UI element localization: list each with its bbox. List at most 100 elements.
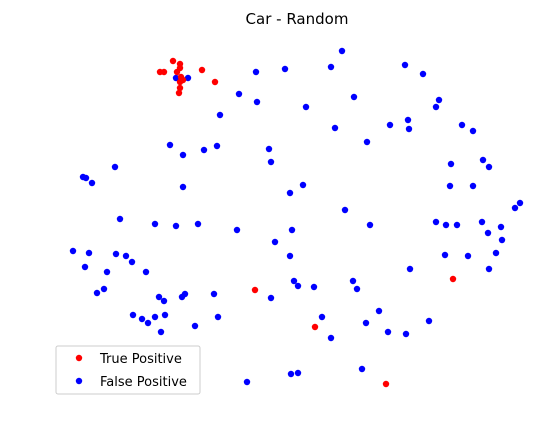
point-false-positive-34 — [88, 179, 96, 187]
point-false-positive-51 — [442, 221, 450, 229]
point-false-positive-5 — [252, 68, 260, 76]
point-false-positive-24 — [200, 146, 208, 154]
point-false-positive-6 — [172, 74, 180, 82]
point-false-positive-14 — [216, 111, 224, 119]
point-false-positive-69 — [492, 249, 500, 257]
point-false-positive-42 — [341, 206, 349, 214]
point-false-positive-1 — [401, 61, 409, 69]
point-false-positive-9 — [253, 98, 261, 106]
point-false-positive-74 — [349, 277, 357, 285]
legend-label-true-positive: True Positive — [99, 352, 182, 367]
point-true-positive-11 — [176, 84, 184, 92]
point-true-positive-5 — [173, 68, 181, 76]
point-false-positive-44 — [151, 220, 159, 228]
point-false-positive-7 — [184, 74, 192, 82]
point-false-positive-60 — [112, 250, 120, 258]
point-false-positive-36 — [299, 181, 307, 189]
point-false-positive-76 — [310, 283, 318, 291]
point-true-positive-0 — [169, 57, 177, 65]
point-false-positive-11 — [435, 96, 443, 104]
point-true-positive-16 — [382, 380, 390, 388]
point-false-positive-54 — [484, 229, 492, 237]
point-false-positive-59 — [85, 249, 93, 257]
point-false-positive-48 — [288, 226, 296, 234]
point-false-positive-18 — [331, 124, 339, 132]
point-false-positive-101 — [287, 370, 295, 378]
point-false-positive-31 — [111, 163, 119, 171]
point-true-positive-14 — [449, 275, 457, 283]
point-false-positive-65 — [142, 268, 150, 276]
point-false-positive-95 — [318, 313, 326, 321]
point-false-positive-41 — [511, 204, 519, 212]
point-false-positive-2 — [327, 63, 335, 71]
point-false-positive-71 — [406, 265, 414, 273]
point-false-positive-10 — [350, 93, 358, 101]
points-layer — [69, 47, 524, 388]
point-false-positive-22 — [166, 141, 174, 149]
point-false-positive-30 — [447, 160, 455, 168]
point-false-positive-99 — [327, 334, 335, 342]
point-true-positive-15 — [311, 323, 319, 331]
point-true-positive-13 — [251, 286, 259, 294]
point-false-positive-68 — [464, 252, 472, 260]
legend-marker-false-positive — [75, 377, 83, 385]
point-false-positive-50 — [432, 218, 440, 226]
point-false-positive-103 — [243, 378, 251, 386]
point-false-positive-35 — [179, 183, 187, 191]
point-false-positive-0 — [338, 47, 346, 55]
legend-box — [55, 345, 201, 395]
point-false-positive-100 — [358, 365, 366, 373]
point-false-positive-78 — [100, 285, 108, 293]
point-false-positive-39 — [469, 182, 477, 190]
point-false-positive-53 — [478, 218, 486, 226]
point-true-positive-6 — [198, 66, 206, 74]
point-false-positive-97 — [384, 328, 392, 336]
point-false-positive-58 — [69, 247, 77, 255]
point-false-positive-16 — [386, 121, 394, 129]
point-false-positive-66 — [286, 252, 294, 260]
point-true-positive-12 — [175, 89, 183, 97]
point-false-positive-46 — [194, 220, 202, 228]
point-false-positive-92 — [157, 328, 165, 336]
point-false-positive-4 — [281, 65, 289, 73]
point-false-positive-25 — [179, 151, 187, 159]
point-false-positive-94 — [214, 313, 222, 321]
point-false-positive-12 — [432, 103, 440, 111]
point-false-positive-33 — [82, 174, 90, 182]
point-false-positive-93 — [191, 322, 199, 330]
point-false-positive-85 — [375, 307, 383, 315]
point-false-positive-62 — [128, 258, 136, 266]
point-false-positive-90 — [151, 313, 159, 321]
point-false-positive-52 — [453, 221, 461, 229]
legend: True Positive False Positive — [55, 345, 201, 395]
point-false-positive-89 — [144, 319, 152, 327]
point-false-positive-23 — [213, 142, 221, 150]
point-false-positive-40 — [516, 199, 524, 207]
point-false-positive-63 — [81, 263, 89, 271]
point-false-positive-43 — [116, 215, 124, 223]
point-false-positive-77 — [93, 289, 101, 297]
point-false-positive-29 — [485, 163, 493, 171]
point-true-positive-10 — [179, 76, 187, 84]
legend-label-false-positive: False Positive — [100, 375, 187, 390]
point-false-positive-70 — [485, 265, 493, 273]
point-false-positive-47 — [233, 226, 241, 234]
point-false-positive-28 — [479, 156, 487, 164]
point-false-positive-96 — [362, 319, 370, 327]
chart-title: Car - Random — [246, 10, 349, 28]
point-false-positive-64 — [103, 268, 111, 276]
point-false-positive-19 — [458, 121, 466, 129]
point-false-positive-26 — [265, 145, 273, 153]
point-false-positive-21 — [363, 138, 371, 146]
point-false-positive-20 — [469, 127, 477, 135]
point-false-positive-80 — [160, 297, 168, 305]
point-false-positive-83 — [210, 290, 218, 298]
point-false-positive-55 — [497, 223, 505, 231]
point-false-positive-87 — [129, 311, 137, 319]
point-false-positive-45 — [172, 222, 180, 230]
point-false-positive-79 — [155, 293, 163, 301]
point-false-positive-38 — [446, 182, 454, 190]
point-false-positive-91 — [161, 311, 169, 319]
point-true-positive-4 — [160, 68, 168, 76]
